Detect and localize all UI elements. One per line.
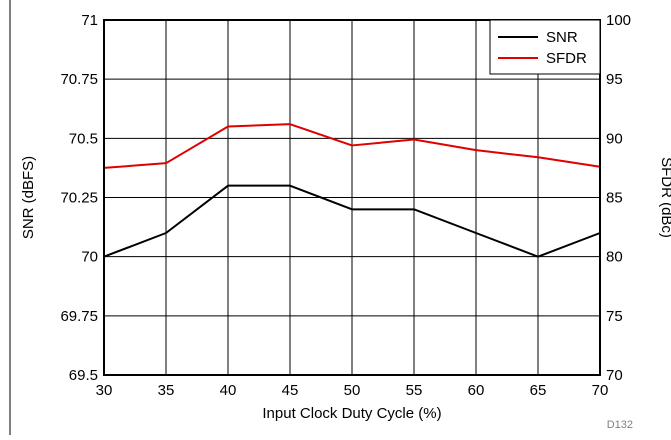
y-left-tick-label: 69.5	[69, 367, 98, 384]
y-right-tick-label: 70	[606, 367, 623, 384]
y-left-tick-label: 70.5	[69, 130, 98, 147]
x-tick-label: 70	[592, 382, 609, 399]
y-axis-right-title: SFDR (dBc)	[658, 157, 671, 238]
y-left-tick-label: 71	[81, 12, 98, 29]
y-axis-left-title: SNR (dBFS)	[20, 156, 37, 239]
x-tick-label: 55	[406, 382, 423, 399]
y-right-tick-label: 85	[606, 190, 623, 207]
x-tick-label: 45	[282, 382, 299, 399]
figure-code: D132	[607, 419, 633, 431]
x-axis-title: Input Clock Duty Cycle (%)	[262, 405, 441, 422]
legend: SNR SFDR	[490, 20, 600, 74]
x-tick-label: 65	[530, 382, 547, 399]
y-left-tick-label: 70.25	[60, 190, 98, 207]
y-right-tick-label: 90	[606, 130, 623, 147]
y-right-tick-label: 75	[606, 308, 623, 325]
y-right-tick-label: 100	[606, 12, 631, 29]
x-tick-label: 40	[220, 382, 237, 399]
y-right-tick-label: 95	[606, 71, 623, 88]
y-left-tick-label: 70.75	[60, 71, 98, 88]
x-tick-label: 50	[344, 382, 361, 399]
y-left-tick-label: 69.75	[60, 308, 98, 325]
legend-label-sfdr: SFDR	[546, 50, 587, 67]
x-tick-label: 30	[96, 382, 113, 399]
legend-label-snr: SNR	[546, 29, 578, 46]
y-right-tick-label: 80	[606, 249, 623, 266]
x-tick-label: 35	[158, 382, 175, 399]
y-left-tick-label: 70	[81, 249, 98, 266]
x-tick-label: 60	[468, 382, 485, 399]
